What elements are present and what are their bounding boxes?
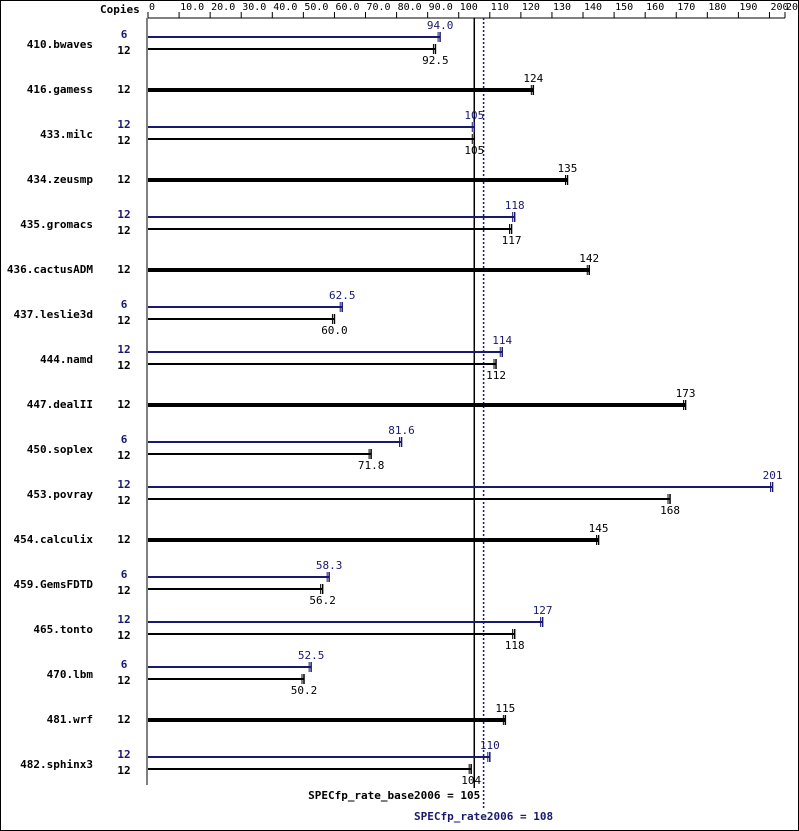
category-label: 482.sphinx3 [20, 758, 93, 771]
copies-label: 12 [117, 764, 130, 777]
copies-label: 12 [117, 398, 130, 411]
value-label: 127 [533, 604, 553, 617]
value-label: 145 [589, 522, 609, 535]
value-label: 112 [486, 369, 506, 382]
value-label: 71.8 [358, 459, 385, 472]
copies-label: 12 [117, 263, 130, 276]
copies-label: 12 [117, 713, 130, 726]
x-tick-label: 20.0 [211, 2, 235, 13]
value-label: 105 [464, 109, 484, 122]
category-label: 436.cactusADM [7, 263, 93, 276]
copies-label: 12 [117, 314, 130, 327]
value-label: 92.5 [422, 54, 449, 67]
x-tick-label: 70.0 [367, 2, 391, 13]
x-tick-label: 60.0 [335, 2, 359, 13]
x-tick-label: 10.0 [180, 2, 204, 13]
value-label: 50.2 [291, 684, 318, 697]
value-label: 62.5 [329, 289, 356, 302]
category-label: 459.GemsFDTD [14, 578, 94, 591]
value-label: 104 [461, 774, 481, 787]
value-label: 114 [492, 334, 512, 347]
copies-label: 12 [117, 83, 130, 96]
x-tick-label: 50.0 [304, 2, 328, 13]
copies-label: 12 [117, 343, 130, 356]
copies-label: 6 [121, 433, 128, 446]
x-tick-label: 30.0 [242, 2, 266, 13]
value-label: 118 [505, 639, 525, 652]
value-label: 168 [660, 504, 680, 517]
value-label: 201 [763, 469, 783, 482]
category-label: 470.lbm [47, 668, 94, 681]
x-tick-label: 150 [615, 2, 633, 13]
category-label: 410.bwaves [27, 38, 93, 51]
x-tick-label: 190 [739, 2, 757, 13]
reference-label: SPECfp_rate2006 = 108 [414, 810, 553, 823]
x-tick-label: 205 [786, 2, 799, 13]
category-label: 435.gromacs [20, 218, 93, 231]
x-tick-label: 160 [646, 2, 664, 13]
value-label: 118 [505, 199, 525, 212]
copies-label: 12 [117, 359, 130, 372]
copies-label: 12 [117, 533, 130, 546]
value-label: 124 [523, 72, 543, 85]
copies-label: 12 [117, 208, 130, 221]
category-label: 447.dealII [27, 398, 93, 411]
value-label: 58.3 [316, 559, 343, 572]
copies-label: 6 [121, 658, 128, 671]
copies-label: 6 [121, 568, 128, 581]
value-label: 94.0 [427, 19, 454, 32]
copies-label: 12 [117, 173, 130, 186]
category-label: 416.gamess [27, 83, 93, 96]
copies-label: 12 [117, 224, 130, 237]
category-label: 465.tonto [33, 623, 93, 636]
x-tick-label: 200 [770, 2, 788, 13]
x-tick-label: 120 [522, 2, 540, 13]
category-label: 437.leslie3d [14, 308, 93, 321]
value-label: 173 [676, 387, 696, 400]
x-tick-label: 140 [584, 2, 602, 13]
copies-label: 6 [121, 28, 128, 41]
copies-label: 12 [117, 584, 130, 597]
category-label: 454.calculix [14, 533, 94, 546]
copies-label: 12 [117, 748, 130, 761]
x-tick-label: 90.0 [429, 2, 453, 13]
category-label: 481.wrf [47, 713, 93, 726]
value-label: 110 [480, 739, 500, 752]
copies-label: 12 [117, 118, 130, 131]
copies-label: 12 [117, 613, 130, 626]
value-label: 142 [579, 252, 599, 265]
category-label: 434.zeusmp [27, 173, 94, 186]
copies-label: 12 [117, 494, 130, 507]
category-label: 433.milc [40, 128, 93, 141]
category-label: 450.soplex [27, 443, 94, 456]
copies-header: Copies [100, 3, 140, 16]
value-label: 81.6 [388, 424, 415, 437]
category-label: 444.namd [40, 353, 93, 366]
x-tick-label: 110 [491, 2, 509, 13]
value-label: 115 [495, 702, 515, 715]
value-label: 56.2 [309, 594, 336, 607]
copies-label: 12 [117, 134, 130, 147]
category-label: 453.povray [27, 488, 94, 501]
copies-label: 12 [117, 44, 130, 57]
x-tick-label: 180 [708, 2, 726, 13]
copies-label: 12 [117, 478, 130, 491]
copies-label: 12 [117, 449, 130, 462]
x-tick-label: 130 [553, 2, 571, 13]
value-label: 60.0 [321, 324, 348, 337]
x-tick-label: 80.0 [398, 2, 422, 13]
value-label: 52.5 [298, 649, 325, 662]
value-label: 105 [464, 144, 484, 157]
x-tick-label: 40.0 [273, 2, 297, 13]
value-label: 117 [502, 234, 522, 247]
value-label: 135 [558, 162, 578, 175]
copies-label: 6 [121, 298, 128, 311]
reference-label: SPECfp_rate_base2006 = 105 [308, 789, 480, 802]
x-tick-label: 0 [149, 2, 155, 13]
copies-label: 12 [117, 629, 130, 642]
x-tick-label: 170 [677, 2, 695, 13]
copies-label: 12 [117, 674, 130, 687]
x-tick-label: 100 [460, 2, 478, 13]
